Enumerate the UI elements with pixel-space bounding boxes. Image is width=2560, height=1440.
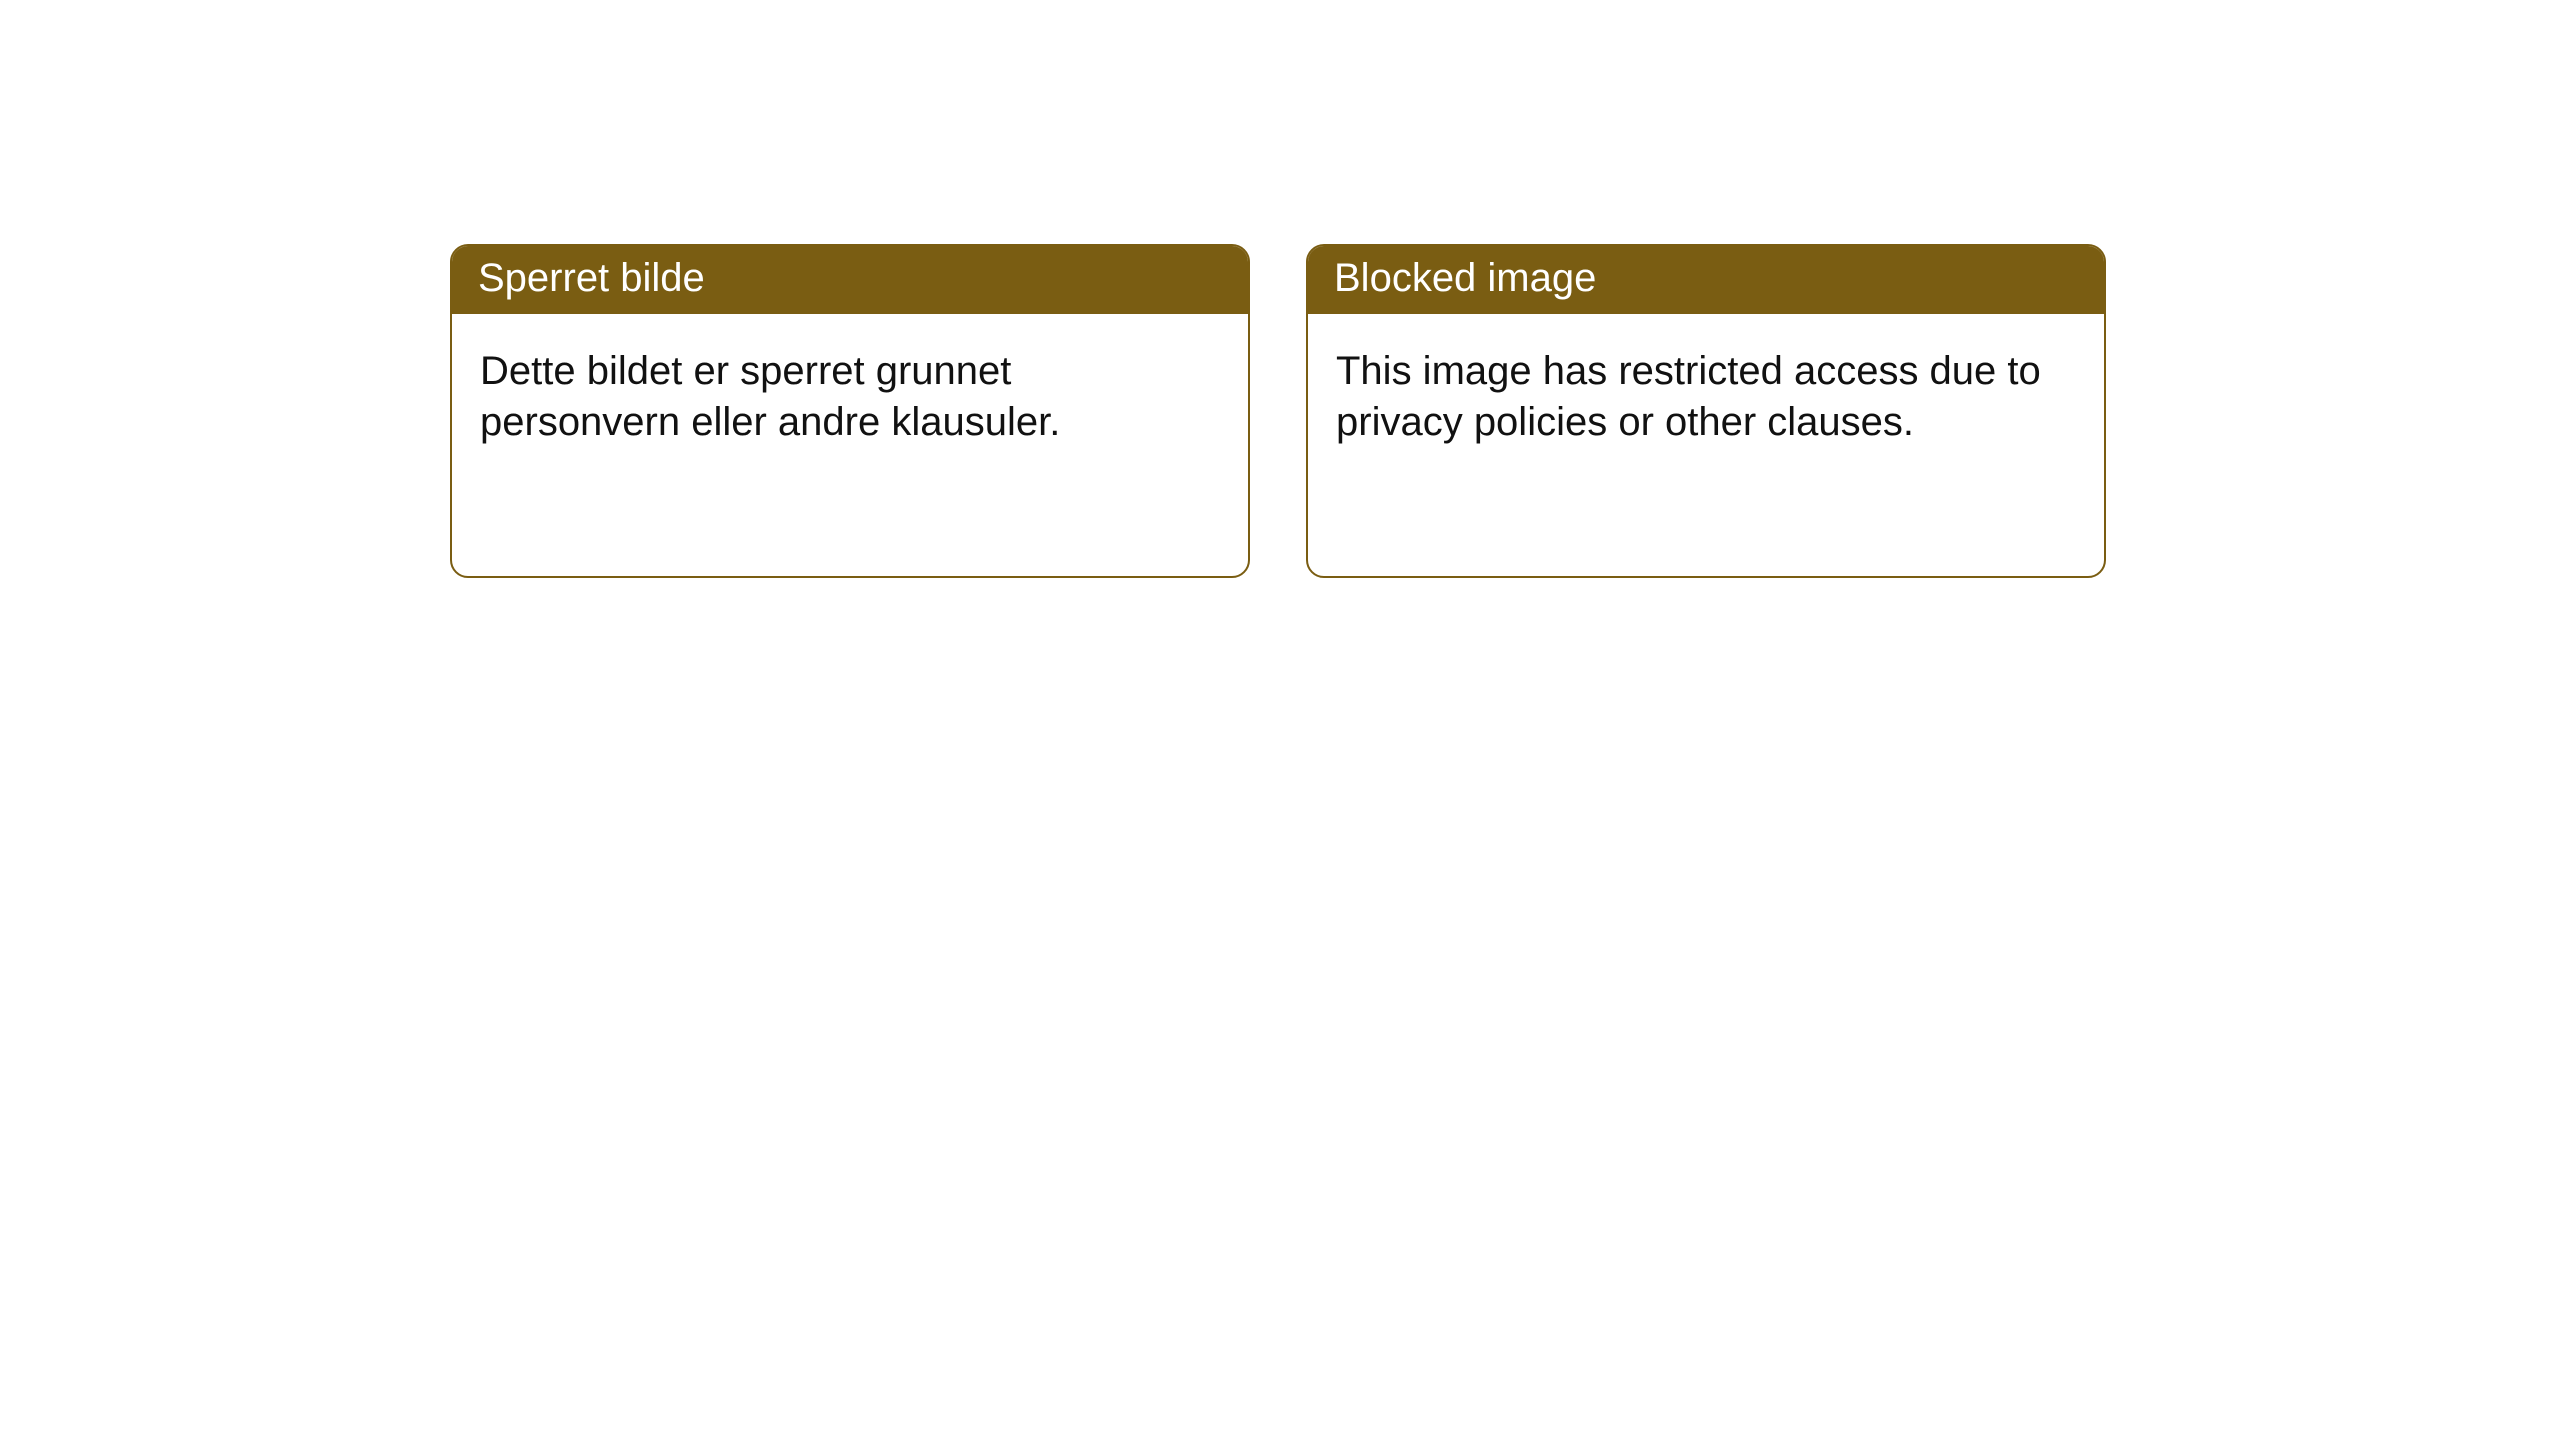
notice-box-norwegian: Sperret bilde Dette bildet er sperret gr… [450, 244, 1250, 578]
notice-header-english: Blocked image [1308, 246, 2104, 314]
notice-container: Sperret bilde Dette bildet er sperret gr… [450, 244, 2560, 578]
notice-body-norwegian: Dette bildet er sperret grunnet personve… [452, 314, 1248, 480]
notice-box-english: Blocked image This image has restricted … [1306, 244, 2106, 578]
notice-header-norwegian: Sperret bilde [452, 246, 1248, 314]
notice-body-english: This image has restricted access due to … [1308, 314, 2104, 480]
